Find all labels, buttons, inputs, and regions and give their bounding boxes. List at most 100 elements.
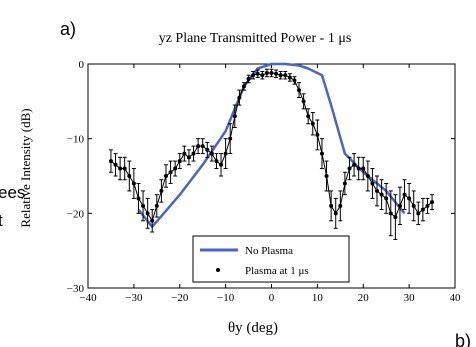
- plasma-point: [241, 84, 246, 89]
- plasma-point: [232, 114, 237, 119]
- plasma-point: [237, 95, 242, 100]
- plasma-point: [168, 170, 173, 175]
- plasma-point: [246, 76, 251, 81]
- plasma-point: [278, 73, 283, 78]
- plasma-point: [319, 151, 324, 156]
- plasma-point: [306, 114, 311, 119]
- plasma-point: [384, 196, 389, 201]
- x-tick-label: −20: [171, 292, 189, 304]
- plasma-point: [416, 211, 421, 216]
- plasma-point: [177, 159, 182, 164]
- plasma-point: [347, 166, 352, 171]
- plasma-point: [150, 218, 155, 223]
- plasma-point: [361, 166, 366, 171]
- plasma-point: [214, 159, 219, 164]
- plasma-point: [402, 192, 407, 197]
- plasma-point: [397, 203, 402, 208]
- plasma-point: [223, 151, 228, 156]
- plasma-point: [310, 121, 315, 126]
- plot-area: −40 −30 −20 −10 0 10 20 30 400−10−20−30: [67, 59, 461, 304]
- plasma-point: [219, 162, 224, 167]
- legend-label-no-plasma: No Plasma: [245, 245, 293, 257]
- x-axis-label: θy (deg): [228, 320, 278, 336]
- plasma-point: [425, 203, 430, 208]
- plasma-point: [145, 211, 150, 216]
- plasma-point: [301, 99, 306, 104]
- plasma-point: [342, 181, 347, 186]
- plasma-point: [393, 215, 398, 220]
- x-tick-label: −30: [125, 292, 143, 304]
- side-text-fragment-2: t: [0, 211, 3, 230]
- plasma-point: [407, 196, 412, 201]
- plasma-point: [163, 174, 168, 178]
- legend-label-plasma: Plasma at 1 μs: [245, 265, 309, 277]
- panel-label: a): [60, 19, 76, 39]
- plasma-point: [131, 181, 136, 186]
- plasma-point: [260, 73, 265, 78]
- plasma-point: [269, 70, 274, 75]
- plasma-point: [251, 73, 256, 78]
- x-tick-label: 10: [312, 292, 324, 304]
- plasma-point: [315, 132, 320, 137]
- next-panel-label: b): [455, 331, 471, 347]
- series-no-plasma-line: [137, 62, 406, 229]
- x-tick-label: −10: [217, 292, 235, 304]
- plasma-point: [411, 203, 416, 208]
- legend: No Plasma Plasma at 1 μs: [192, 235, 350, 283]
- plasma-point: [182, 151, 187, 156]
- plasma-point: [388, 211, 393, 216]
- plasma-point: [127, 174, 132, 178]
- chart-title: yz Plane Transmitted Power - 1 μs: [159, 31, 352, 46]
- plasma-point: [324, 174, 329, 178]
- y-tick-label: −10: [67, 134, 85, 146]
- side-text-fragment-1: ees: [0, 183, 25, 202]
- plasma-point: [108, 159, 113, 164]
- plasma-point: [196, 144, 201, 149]
- plasma-point: [375, 188, 380, 193]
- plasma-point: [370, 181, 375, 186]
- plasma-point: [420, 207, 425, 212]
- series-plasma-line: [110, 72, 433, 223]
- plasma-point: [352, 162, 357, 167]
- plasma-point: [287, 75, 292, 80]
- legend-swatch-plasma: [216, 268, 220, 272]
- plasma-point: [209, 151, 214, 156]
- plasma-point: [274, 71, 279, 76]
- x-tick-label: 30: [404, 292, 416, 304]
- x-tick-label: 0: [269, 292, 275, 304]
- plasma-point: [159, 188, 164, 193]
- plasma-point: [136, 196, 141, 201]
- y-axis-label: Relative Intensity (dB): [18, 108, 33, 227]
- legend-box: [192, 235, 350, 283]
- y-tick-label: −30: [67, 283, 85, 295]
- plasma-point: [283, 73, 288, 78]
- plasma-point: [356, 166, 361, 171]
- plasma-point: [113, 162, 118, 167]
- plasma-point: [141, 203, 146, 208]
- plasma-point: [333, 211, 338, 216]
- plasma-point: [186, 155, 191, 160]
- plasma-point: [200, 144, 205, 149]
- plasma-point: [191, 151, 196, 156]
- plasma-point: [379, 192, 384, 197]
- plasma-point: [430, 200, 435, 205]
- plasma-point: [118, 166, 123, 171]
- plasma-point: [205, 147, 210, 152]
- plasma-point: [297, 88, 302, 93]
- y-tick-label: 0: [79, 59, 85, 71]
- plasma-point: [264, 70, 269, 75]
- plasma-point: [365, 174, 370, 178]
- plasma-point: [329, 203, 334, 208]
- plasma-point: [292, 78, 297, 83]
- plasma-point: [122, 166, 127, 171]
- plasma-point: [173, 166, 178, 171]
- y-tick-label: −20: [67, 208, 85, 220]
- plasma-point: [154, 203, 159, 208]
- plasma-point: [255, 71, 260, 76]
- x-tick-label: 40: [450, 292, 462, 304]
- plasma-point: [338, 203, 343, 208]
- plasma-point: [228, 136, 233, 141]
- x-tick-label: −40: [79, 292, 97, 304]
- x-tick-label: 20: [358, 292, 370, 304]
